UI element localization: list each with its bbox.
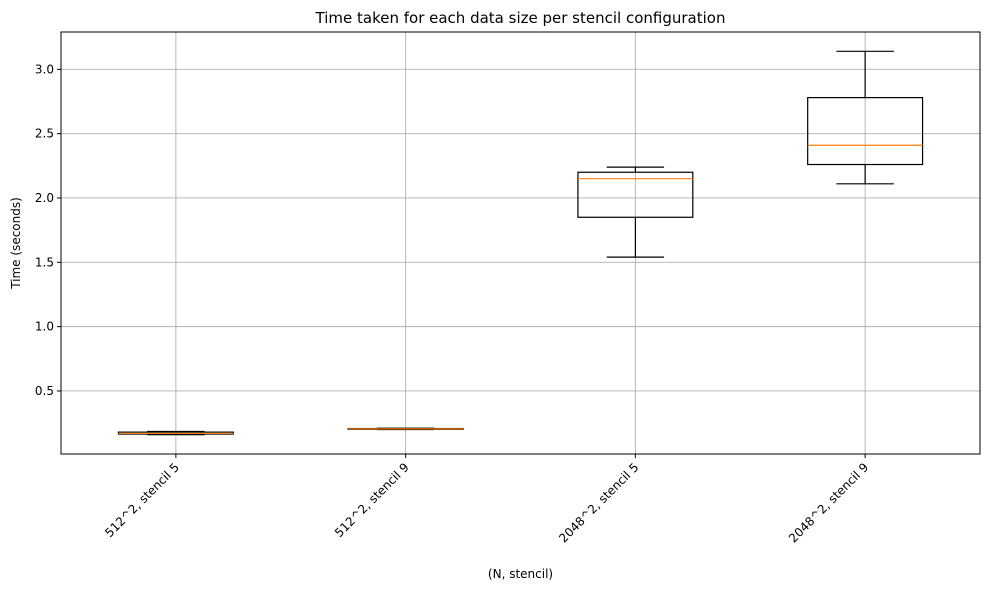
y-tick-label: 2.5 bbox=[35, 127, 54, 141]
y-axis-label: Time (seconds) bbox=[9, 197, 23, 290]
tick-layer: 0.5 1.0 1.5 2.0 2.5 3.0 512^2, stencil 5 512^2,… bbox=[35, 62, 871, 545]
y-tick-label: 1.0 bbox=[35, 320, 54, 334]
x-tick-label: 512^2, stencil 5 bbox=[102, 460, 182, 540]
chart-title: Time taken for each data size per stenci… bbox=[315, 9, 726, 27]
x-tick-label: 2048^2, stencil 9 bbox=[786, 460, 871, 545]
box-1 bbox=[117, 430, 234, 436]
y-tick-label: 1.5 bbox=[35, 255, 54, 269]
x-tick-label: 2048^2, stencil 5 bbox=[556, 460, 641, 545]
box-layer bbox=[117, 50, 924, 436]
box-4 bbox=[807, 50, 924, 185]
x-tick-label: 512^2, stencil 9 bbox=[332, 460, 412, 540]
y-tick-label: 2.0 bbox=[35, 191, 54, 205]
x-axis-label: (N, stencil) bbox=[488, 567, 553, 581]
y-tick-label: 3.0 bbox=[35, 62, 54, 76]
box-3 bbox=[577, 166, 694, 258]
iqr-box bbox=[807, 97, 924, 166]
plot-area-frame bbox=[60, 31, 981, 455]
y-tick-label: 0.5 bbox=[35, 384, 54, 398]
iqr-box bbox=[577, 171, 694, 218]
grid-layer bbox=[61, 32, 980, 454]
box-2 bbox=[347, 427, 464, 431]
